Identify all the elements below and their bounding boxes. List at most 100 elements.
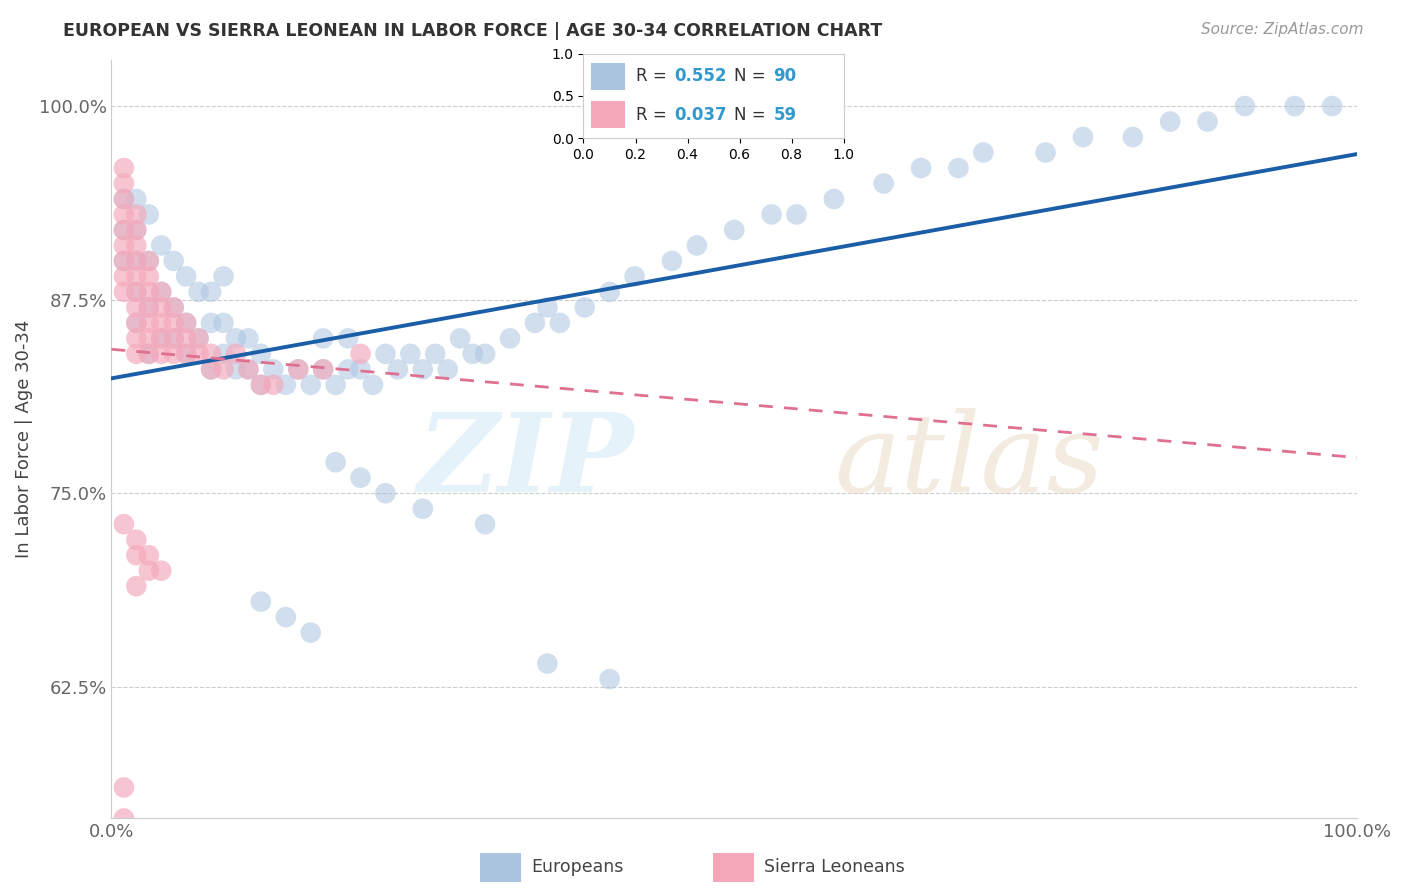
Point bbox=[374, 486, 396, 500]
Point bbox=[412, 362, 434, 376]
Point bbox=[163, 331, 186, 345]
Point bbox=[274, 610, 297, 624]
Point bbox=[112, 254, 135, 268]
Point bbox=[174, 347, 197, 361]
Point bbox=[125, 269, 148, 284]
Point bbox=[125, 254, 148, 268]
Point bbox=[361, 377, 384, 392]
Point bbox=[349, 471, 371, 485]
Point bbox=[174, 269, 197, 284]
Point bbox=[1035, 145, 1057, 160]
Point bbox=[138, 331, 160, 345]
Text: ZIP: ZIP bbox=[418, 408, 634, 516]
Point bbox=[200, 362, 222, 376]
Point bbox=[112, 223, 135, 237]
Point bbox=[150, 331, 173, 345]
Point bbox=[163, 254, 186, 268]
Point bbox=[125, 548, 148, 562]
Point bbox=[200, 347, 222, 361]
Point bbox=[1122, 130, 1144, 145]
Point bbox=[349, 347, 371, 361]
Point bbox=[187, 331, 209, 345]
Point bbox=[225, 347, 247, 361]
Point bbox=[785, 207, 807, 221]
Point bbox=[174, 316, 197, 330]
Point bbox=[138, 347, 160, 361]
Point bbox=[112, 192, 135, 206]
Point bbox=[262, 362, 284, 376]
Point bbox=[536, 301, 558, 315]
Point bbox=[125, 223, 148, 237]
FancyBboxPatch shape bbox=[481, 854, 520, 881]
Point bbox=[250, 377, 273, 392]
Point bbox=[112, 812, 135, 826]
Text: Sierra Leoneans: Sierra Leoneans bbox=[763, 858, 904, 877]
Point bbox=[536, 657, 558, 671]
Text: 0.037: 0.037 bbox=[675, 105, 727, 123]
Point bbox=[163, 316, 186, 330]
Point bbox=[723, 223, 745, 237]
Point bbox=[873, 177, 896, 191]
Point bbox=[312, 362, 335, 376]
Point bbox=[163, 301, 186, 315]
Point bbox=[972, 145, 994, 160]
Point bbox=[150, 564, 173, 578]
Point bbox=[125, 254, 148, 268]
Point bbox=[449, 331, 471, 345]
Point bbox=[163, 301, 186, 315]
Point bbox=[623, 269, 645, 284]
FancyBboxPatch shape bbox=[713, 854, 754, 881]
Point bbox=[574, 301, 596, 315]
Point bbox=[125, 192, 148, 206]
Point bbox=[150, 285, 173, 299]
Point bbox=[138, 347, 160, 361]
Point bbox=[112, 177, 135, 191]
Point bbox=[138, 285, 160, 299]
Y-axis label: In Labor Force | Age 30-34: In Labor Force | Age 30-34 bbox=[15, 320, 32, 558]
Point bbox=[1071, 130, 1094, 145]
Point bbox=[436, 362, 458, 376]
Point bbox=[125, 238, 148, 252]
Text: 59: 59 bbox=[773, 105, 796, 123]
FancyBboxPatch shape bbox=[592, 101, 626, 128]
Point bbox=[150, 238, 173, 252]
Point bbox=[174, 316, 197, 330]
Point bbox=[238, 331, 260, 345]
Point bbox=[761, 207, 783, 221]
Text: EUROPEAN VS SIERRA LEONEAN IN LABOR FORCE | AGE 30-34 CORRELATION CHART: EUROPEAN VS SIERRA LEONEAN IN LABOR FORC… bbox=[63, 22, 883, 40]
Point bbox=[287, 362, 309, 376]
Point bbox=[212, 362, 235, 376]
Point bbox=[238, 362, 260, 376]
Point bbox=[337, 362, 360, 376]
Point bbox=[138, 301, 160, 315]
Point bbox=[1233, 99, 1256, 113]
Point bbox=[599, 672, 621, 686]
Point bbox=[112, 161, 135, 175]
Point bbox=[112, 254, 135, 268]
Point bbox=[125, 579, 148, 593]
Point bbox=[125, 223, 148, 237]
Point bbox=[174, 331, 197, 345]
Point bbox=[425, 347, 447, 361]
Point bbox=[125, 533, 148, 547]
Point bbox=[138, 254, 160, 268]
Point bbox=[1197, 114, 1219, 128]
Point bbox=[299, 377, 322, 392]
Point bbox=[125, 316, 148, 330]
Text: 0.552: 0.552 bbox=[675, 68, 727, 86]
Point bbox=[200, 362, 222, 376]
Point bbox=[1284, 99, 1306, 113]
Text: 90: 90 bbox=[773, 68, 796, 86]
Point bbox=[225, 362, 247, 376]
Point bbox=[112, 207, 135, 221]
Text: Europeans: Europeans bbox=[531, 858, 623, 877]
Point bbox=[112, 285, 135, 299]
Point bbox=[374, 347, 396, 361]
Point bbox=[312, 331, 335, 345]
Point bbox=[138, 207, 160, 221]
Point bbox=[212, 269, 235, 284]
Point bbox=[686, 238, 709, 252]
Point bbox=[212, 347, 235, 361]
Point bbox=[287, 362, 309, 376]
Point bbox=[150, 316, 173, 330]
